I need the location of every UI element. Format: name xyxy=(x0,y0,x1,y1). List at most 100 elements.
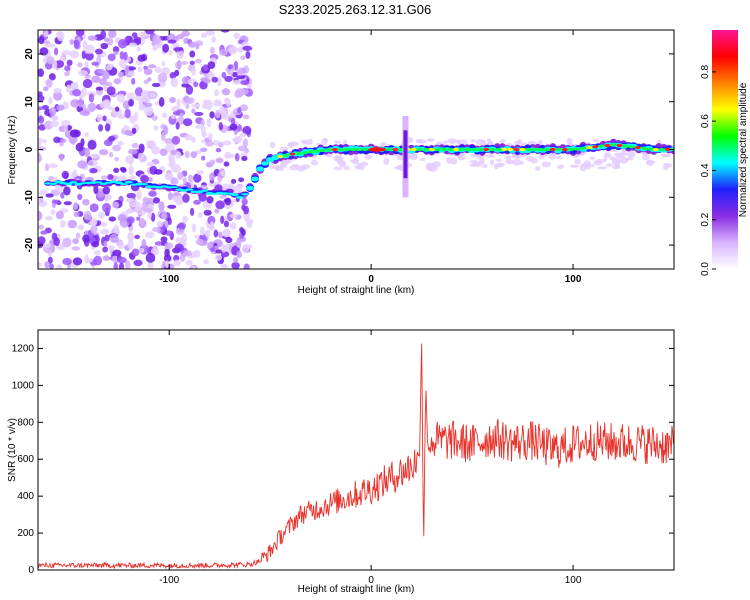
noise-cell xyxy=(354,164,362,170)
noise-cell xyxy=(89,217,98,227)
noise-cell xyxy=(151,145,161,155)
noise-cell xyxy=(229,213,238,219)
y-tick-label: 400 xyxy=(17,491,34,502)
noise-cell xyxy=(38,110,42,117)
noise-cell xyxy=(96,113,103,122)
ridge-core-cell xyxy=(349,147,356,152)
noise-cell xyxy=(183,250,193,257)
noise-cell xyxy=(212,139,220,147)
noise-cell xyxy=(117,140,124,147)
noise-cell xyxy=(343,165,350,171)
ridge-core-cell xyxy=(277,155,284,159)
ridge-core-cell xyxy=(465,147,472,152)
snr-y-ticks: 0 200 400 600 800 1000 1200 xyxy=(12,343,674,576)
noise-cell xyxy=(219,106,226,115)
noise-cell xyxy=(580,163,591,168)
y-tick-label: -20 xyxy=(24,237,35,252)
noise-cell xyxy=(342,139,348,146)
noise-cell xyxy=(207,61,216,69)
colorbar-tick-label: 0.8 xyxy=(700,64,711,78)
noise-cell xyxy=(170,114,177,120)
noise-cell xyxy=(221,244,226,253)
noise-cell xyxy=(220,170,226,177)
x-tick-label: -100 xyxy=(159,274,179,285)
y-tick-label: 1000 xyxy=(12,380,35,391)
noise-cell xyxy=(443,140,448,144)
noise-cell xyxy=(224,197,232,206)
noise-cell xyxy=(107,53,116,62)
noise-cell xyxy=(241,204,246,211)
ridge-cell xyxy=(261,161,270,166)
noise-cell xyxy=(114,106,120,112)
noise-cell xyxy=(180,60,188,65)
noise-cell xyxy=(201,155,206,161)
noise-cell xyxy=(661,153,672,158)
ridge-core-cell xyxy=(319,148,326,153)
noise-cell xyxy=(159,148,168,156)
spectrogram-data xyxy=(38,30,674,269)
noise-cell xyxy=(164,260,170,268)
noise-cell xyxy=(56,104,65,111)
noise-cell xyxy=(300,139,310,144)
noise-cell xyxy=(55,184,63,192)
noise-cell xyxy=(103,240,108,247)
noise-cell xyxy=(170,177,179,185)
noise-cell xyxy=(167,204,177,209)
noise-cell xyxy=(193,173,202,183)
noise-cell xyxy=(202,64,209,71)
noise-cell xyxy=(175,151,182,159)
noise-cell xyxy=(186,97,195,104)
noise-cell xyxy=(627,151,636,158)
y-tick-label: 20 xyxy=(24,48,35,60)
y-tick-label: 600 xyxy=(17,454,34,465)
noise-cell xyxy=(38,106,44,111)
noise-cell xyxy=(195,58,202,64)
noise-cell xyxy=(128,42,137,47)
noise-cell xyxy=(143,79,149,85)
noise-cell xyxy=(136,216,141,221)
noise-cell xyxy=(191,136,196,144)
noise-cell xyxy=(215,200,225,210)
noise-cell xyxy=(59,153,64,162)
noise-cell xyxy=(38,262,42,268)
ridge-core-cell xyxy=(410,147,417,152)
noise-cell xyxy=(221,71,227,79)
snr-x-ticks: -100 0 100 xyxy=(159,330,582,586)
noise-cell xyxy=(145,252,156,263)
noise-cell xyxy=(144,106,154,117)
noise-cell xyxy=(81,87,87,97)
noise-cell xyxy=(185,84,194,95)
noise-cell xyxy=(112,249,122,257)
noise-cell xyxy=(167,192,173,201)
noise-cell xyxy=(240,80,250,86)
noise-cell xyxy=(613,152,624,157)
noise-cell xyxy=(234,152,240,162)
noise-cell xyxy=(174,243,184,252)
noise-cell xyxy=(211,76,219,83)
noise-cell xyxy=(117,213,127,222)
ridge-core-cell xyxy=(489,147,496,152)
ridge-core-cell xyxy=(616,143,623,148)
ridge-core-cell xyxy=(428,147,435,152)
noise-cell xyxy=(325,153,334,158)
noise-cell xyxy=(486,138,492,143)
noise-cell xyxy=(621,147,626,155)
noise-cell xyxy=(153,169,163,175)
noise-cell xyxy=(237,145,247,152)
noise-cell xyxy=(89,168,98,174)
noise-cell xyxy=(614,164,620,169)
noise-cell xyxy=(167,39,177,44)
noise-cell xyxy=(555,155,563,160)
noise-cell xyxy=(225,153,235,158)
noise-cell xyxy=(310,160,319,166)
noise-cell xyxy=(70,98,80,108)
ridge-core-cell xyxy=(343,147,350,152)
noise-cell xyxy=(82,40,88,51)
noise-cell xyxy=(124,129,132,136)
noise-cell xyxy=(38,68,44,77)
noise-cell xyxy=(82,78,93,89)
noise-cell xyxy=(209,111,215,119)
noise-cell xyxy=(102,115,107,122)
ridge-core-cell xyxy=(471,147,478,152)
noise-cell xyxy=(84,132,89,138)
